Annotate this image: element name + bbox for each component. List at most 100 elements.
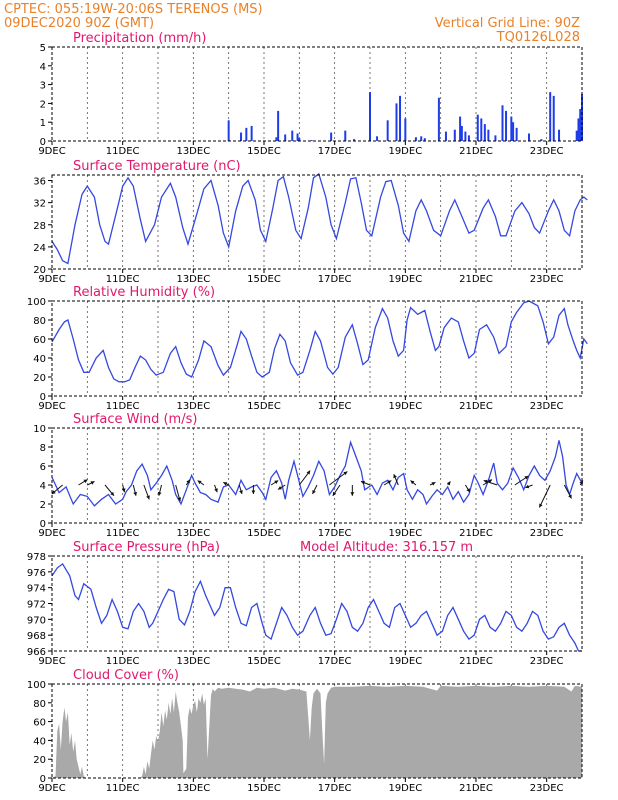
cloud-cover-panel: 0 20 40 60 80 100 9DEC 11DEC 13DEC 15DEC 17DEC 19DE… (27, 668, 583, 794)
cloud-cover-xtick-label: 9DEC (38, 783, 65, 794)
wind-arrow (538, 484, 551, 508)
wind-line (51, 440, 583, 507)
wind-arrow-head (121, 488, 126, 493)
wind-arrow-head (431, 482, 436, 486)
precipitation-bar (330, 132, 333, 141)
wind-xtick-label: 19DEC (388, 528, 422, 539)
run-date: 09DEC2020 90Z (GMT) (4, 16, 154, 31)
precipitation-bar (296, 133, 299, 141)
wind-arrow-head (488, 479, 493, 484)
precipitation-bar (310, 140, 313, 141)
cloud-cover-frame (51, 683, 583, 779)
precipitation-bar (487, 129, 490, 141)
precipitation-bar (291, 130, 294, 141)
wind-arrow-head (466, 488, 470, 493)
wind-xtick-label: 21DEC (459, 528, 493, 539)
precipitation-bar (476, 114, 479, 141)
humidity-title: Relative Humidity (%) (73, 285, 215, 300)
wind-arrow-head (361, 480, 365, 485)
pressure-xtick-label: 19DEC (388, 656, 422, 667)
temperature-ytick-label: 32 (33, 199, 46, 210)
grid-line-note: Vertical Grid Line: 90Z (435, 16, 580, 31)
temperature-title: Surface Temperature (nC) (73, 159, 241, 174)
pressure-ytick-label: 972 (27, 600, 46, 611)
precipitation-xtick-label: 21DEC (459, 146, 493, 157)
precipitation-bar (353, 139, 356, 141)
temperature-xtick-label: 13DEC (176, 274, 210, 285)
precipitation-bar (460, 125, 463, 141)
wind-xtick-label: 13DEC (176, 528, 210, 539)
wind-xtick-label: 17DEC (318, 528, 352, 539)
precipitation-bar (284, 134, 287, 141)
wind-xtick-label: 11DEC (106, 528, 140, 539)
wind-ytick-label: 8 (40, 443, 46, 454)
wind-arrow-head (83, 479, 88, 484)
wind-arrow-head (239, 490, 243, 494)
cloud-cover-xtick-label: 17DEC (318, 783, 352, 794)
cloud-cover-xtick-label: 19DEC (388, 783, 422, 794)
precipitation-xtick-label: 13DEC (176, 146, 210, 157)
humidity-ytick-label: 100 (27, 297, 46, 308)
humidity-ytick-label: 60 (33, 335, 46, 346)
precipitation-bar (298, 138, 301, 141)
precipitation-bar (250, 125, 253, 141)
pressure-panel: 966 968 970 972 974 976 978 9DEC 11DEC 13DEC 15DEC… (27, 540, 583, 667)
precipitation-ytick-label: 1 (40, 118, 46, 129)
precipitation-ytick-label: 3 (40, 81, 46, 92)
pressure-xtick-label: 17DEC (318, 656, 352, 667)
wind-arrow-head (410, 480, 415, 485)
precipitation-bar (483, 124, 486, 141)
precipitation-bar (399, 95, 402, 141)
precipitation-bar (369, 92, 371, 141)
wind-frame (51, 427, 583, 524)
cloud-cover-ytick-label: 0 (40, 774, 46, 785)
wind-arrow-head (177, 497, 182, 502)
precipitation-bar (444, 131, 447, 141)
precipitation-bar (453, 129, 456, 141)
precipitation-bar (240, 132, 243, 141)
humidity-xtick-label: 17DEC (318, 401, 352, 412)
precipitation-bar (245, 127, 248, 141)
precipitation-panel: 0 1 2 3 4 5 9DEC 11DEC 13DEC 15DEC 17DEC 19DEC 21DEC… (38, 31, 583, 157)
wind-arrow-head (186, 479, 190, 484)
pressure-xtick-label: 21DEC (459, 656, 493, 667)
cloud-cover-ytick-label: 40 (33, 736, 46, 747)
precipitation-bar (404, 118, 407, 141)
humidity-ytick-label: 20 (33, 373, 46, 384)
cloud-cover-ytick-label: 20 (33, 755, 46, 766)
wind-arrow-head (312, 490, 316, 494)
wind-arrow-head (393, 474, 397, 479)
pressure-xtick-label: 13DEC (176, 656, 210, 667)
humidity-xtick-label: 13DEC (176, 401, 210, 412)
humidity-xtick-label: 9DEC (38, 401, 65, 412)
wind-arrow-head (51, 490, 56, 494)
precipitation-bar (540, 139, 543, 141)
pressure-ytick-label: 968 (27, 631, 46, 642)
wind-arrow-head (483, 479, 488, 484)
precipitation-xtick-label: 9DEC (38, 146, 65, 157)
precipitation-bar (459, 116, 462, 141)
pressure-ytick-label: 966 (27, 647, 46, 658)
humidity-xtick-label: 19DEC (388, 401, 422, 412)
panels: 0 1 2 3 4 5 9DEC 11DEC 13DEC 15DEC 17DEC 19DEC 21DEC… (27, 31, 588, 794)
cloud-cover-area (52, 685, 582, 778)
wind-arrow-head (214, 488, 218, 493)
pressure-ytick-label: 970 (27, 615, 46, 626)
wind-arrow (329, 471, 348, 486)
humidity-xtick-label: 15DEC (247, 401, 281, 412)
precipitation-xtick-label: 23DEC (530, 146, 564, 157)
humidity-panel: 0 20 40 60 80 100 9DEC 11DEC 13DEC 15DEC 17DEC 19DE… (27, 285, 588, 412)
precipitation-ytick-label: 5 (40, 43, 46, 54)
humidity-frame (51, 300, 583, 397)
wind-xtick-label: 23DEC (530, 528, 564, 539)
wind-arrow-head (110, 491, 114, 496)
temperature-xtick-label: 9DEC (38, 274, 65, 285)
wind-arrow-head (343, 471, 348, 476)
precipitation-bar (528, 133, 530, 141)
precipitation-bar (552, 95, 555, 141)
precipitation-bar (515, 127, 518, 141)
humidity-line (51, 300, 588, 383)
precipitation-bar (344, 130, 347, 141)
temperature-line (51, 172, 588, 265)
cloud-cover-xtick-label: 15DEC (247, 783, 281, 794)
